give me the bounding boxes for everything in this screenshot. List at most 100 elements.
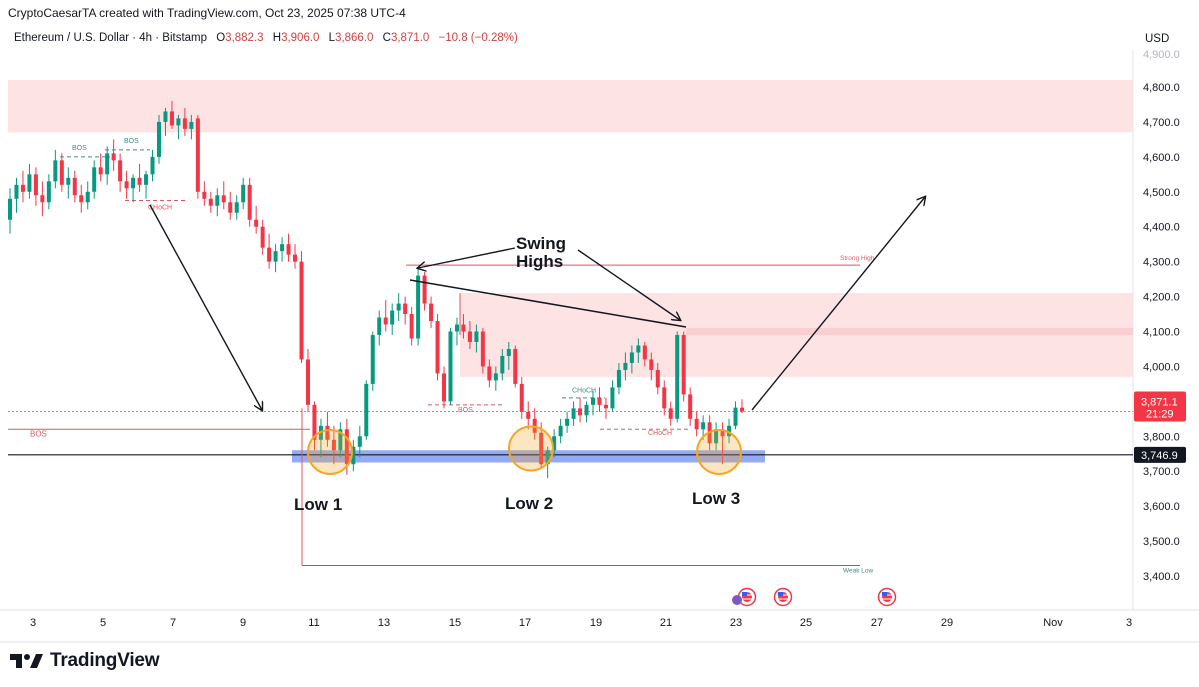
candle xyxy=(195,114,200,199)
event-canton xyxy=(742,592,747,596)
candle xyxy=(299,251,304,363)
candle-body xyxy=(156,121,161,157)
candle xyxy=(565,411,570,433)
open-value: 3,882.3 xyxy=(225,32,264,44)
candle xyxy=(571,401,576,426)
candle xyxy=(293,244,298,269)
candle xyxy=(40,181,45,217)
candle xyxy=(357,425,362,458)
candle-body xyxy=(66,177,71,185)
candle xyxy=(591,390,596,416)
candle xyxy=(500,348,505,381)
candle xyxy=(623,352,628,381)
us-flag-event-icon-2[interactable] xyxy=(773,587,793,607)
low3-circle xyxy=(696,429,742,476)
symbol-legend: Ethereum / U.S. Dollar · 4h · Bitstamp O… xyxy=(14,32,518,44)
price-tick-label: 3,700.0 xyxy=(1143,466,1180,478)
candle-body xyxy=(435,321,440,374)
candle-body xyxy=(331,439,336,451)
candle xyxy=(118,153,123,192)
candle xyxy=(137,163,142,192)
candle-body xyxy=(727,425,732,437)
candle-body xyxy=(675,334,680,419)
candle xyxy=(53,149,58,189)
supply-zone-upper xyxy=(8,80,1133,133)
candlestick-series xyxy=(7,100,745,479)
candle-body xyxy=(260,226,265,248)
candle-body xyxy=(480,331,485,367)
event-canton xyxy=(882,592,887,596)
candle-body xyxy=(182,118,187,129)
candle xyxy=(688,387,693,426)
candle xyxy=(649,352,654,381)
projection-arrow xyxy=(751,197,925,411)
weak-low-label: Weak Low xyxy=(843,568,874,575)
bar-countdown-label: 21:29 xyxy=(1146,408,1174,420)
candle xyxy=(616,362,621,395)
candle xyxy=(124,170,129,199)
candle xyxy=(176,114,181,140)
candle xyxy=(202,181,207,206)
price-tick-label-partial: 4,900.0 xyxy=(1143,49,1180,61)
price-tick-label: 3,800.0 xyxy=(1143,431,1180,443)
candle xyxy=(526,401,531,430)
candle-body xyxy=(208,198,213,206)
candle xyxy=(610,380,615,412)
time-tick-label: 3 xyxy=(1126,617,1132,629)
economic-events[interactable] xyxy=(732,587,897,607)
candle xyxy=(286,233,291,262)
event-badge-icon[interactable] xyxy=(732,595,742,605)
time-tick-label: 17 xyxy=(519,617,531,629)
candle-body xyxy=(286,244,291,255)
candle-body xyxy=(532,418,537,433)
candle xyxy=(733,401,738,430)
supply-zone-band xyxy=(686,328,1133,335)
currency-label[interactable]: USD xyxy=(1145,33,1170,45)
candle-body xyxy=(545,450,550,465)
candle-body xyxy=(694,418,699,430)
candle xyxy=(59,153,64,192)
candle-body xyxy=(312,404,317,440)
candle xyxy=(273,244,278,273)
candle-body xyxy=(539,432,544,465)
candle-body xyxy=(118,160,123,182)
candle xyxy=(416,268,421,346)
candle xyxy=(66,167,71,199)
candle-body xyxy=(338,429,343,451)
candle-body xyxy=(14,184,19,199)
us-flag-event-icon-1[interactable] xyxy=(737,587,757,607)
candle xyxy=(396,293,401,322)
candle-body xyxy=(72,177,77,196)
candle xyxy=(578,397,583,423)
bos-label-2: BOS xyxy=(124,138,139,145)
candle-body xyxy=(390,310,395,325)
price-axis[interactable]: 3,400.03,500.03,600.03,700.03,800.03,900… xyxy=(1134,49,1186,583)
low-label: L xyxy=(328,32,336,44)
candle-body xyxy=(681,334,686,395)
candle xyxy=(241,177,246,210)
high-value: 3,906.0 xyxy=(281,32,320,44)
candle xyxy=(351,439,356,472)
swing-highs-label-2: Highs xyxy=(516,252,563,271)
candle xyxy=(655,362,660,395)
market-structure-lines: BOS BOS CHoCH BOS BOS CHoCH CHoCH Strong High We… xyxy=(8,138,1133,575)
price-tick-label: 3,600.0 xyxy=(1143,501,1180,513)
swing-high-arrow-left xyxy=(418,247,516,268)
candle-body xyxy=(53,160,58,182)
candle-body xyxy=(396,303,401,311)
candle xyxy=(467,321,472,349)
us-flag-event-icon-3[interactable] xyxy=(877,587,897,607)
candle xyxy=(72,170,77,203)
candle-body xyxy=(195,118,200,192)
candle-body xyxy=(597,397,602,405)
candle-body xyxy=(364,383,369,437)
symbol-name[interactable]: Ethereum / U.S. Dollar · 4h · Bitstamp xyxy=(14,32,208,44)
tradingview-logo[interactable]: TradingView xyxy=(10,650,160,672)
time-tick-label: 23 xyxy=(730,617,742,629)
candle xyxy=(474,324,479,353)
candle-body xyxy=(584,404,589,416)
time-axis[interactable]: 3 5 7 9 11 13 15 17 19 21 23 25 27 29 Nov 3 xyxy=(30,617,1132,629)
chart-attribution: CryptoCaesarTA created with TradingView.… xyxy=(8,6,406,20)
choch-label-2: CHoCH xyxy=(572,388,596,395)
